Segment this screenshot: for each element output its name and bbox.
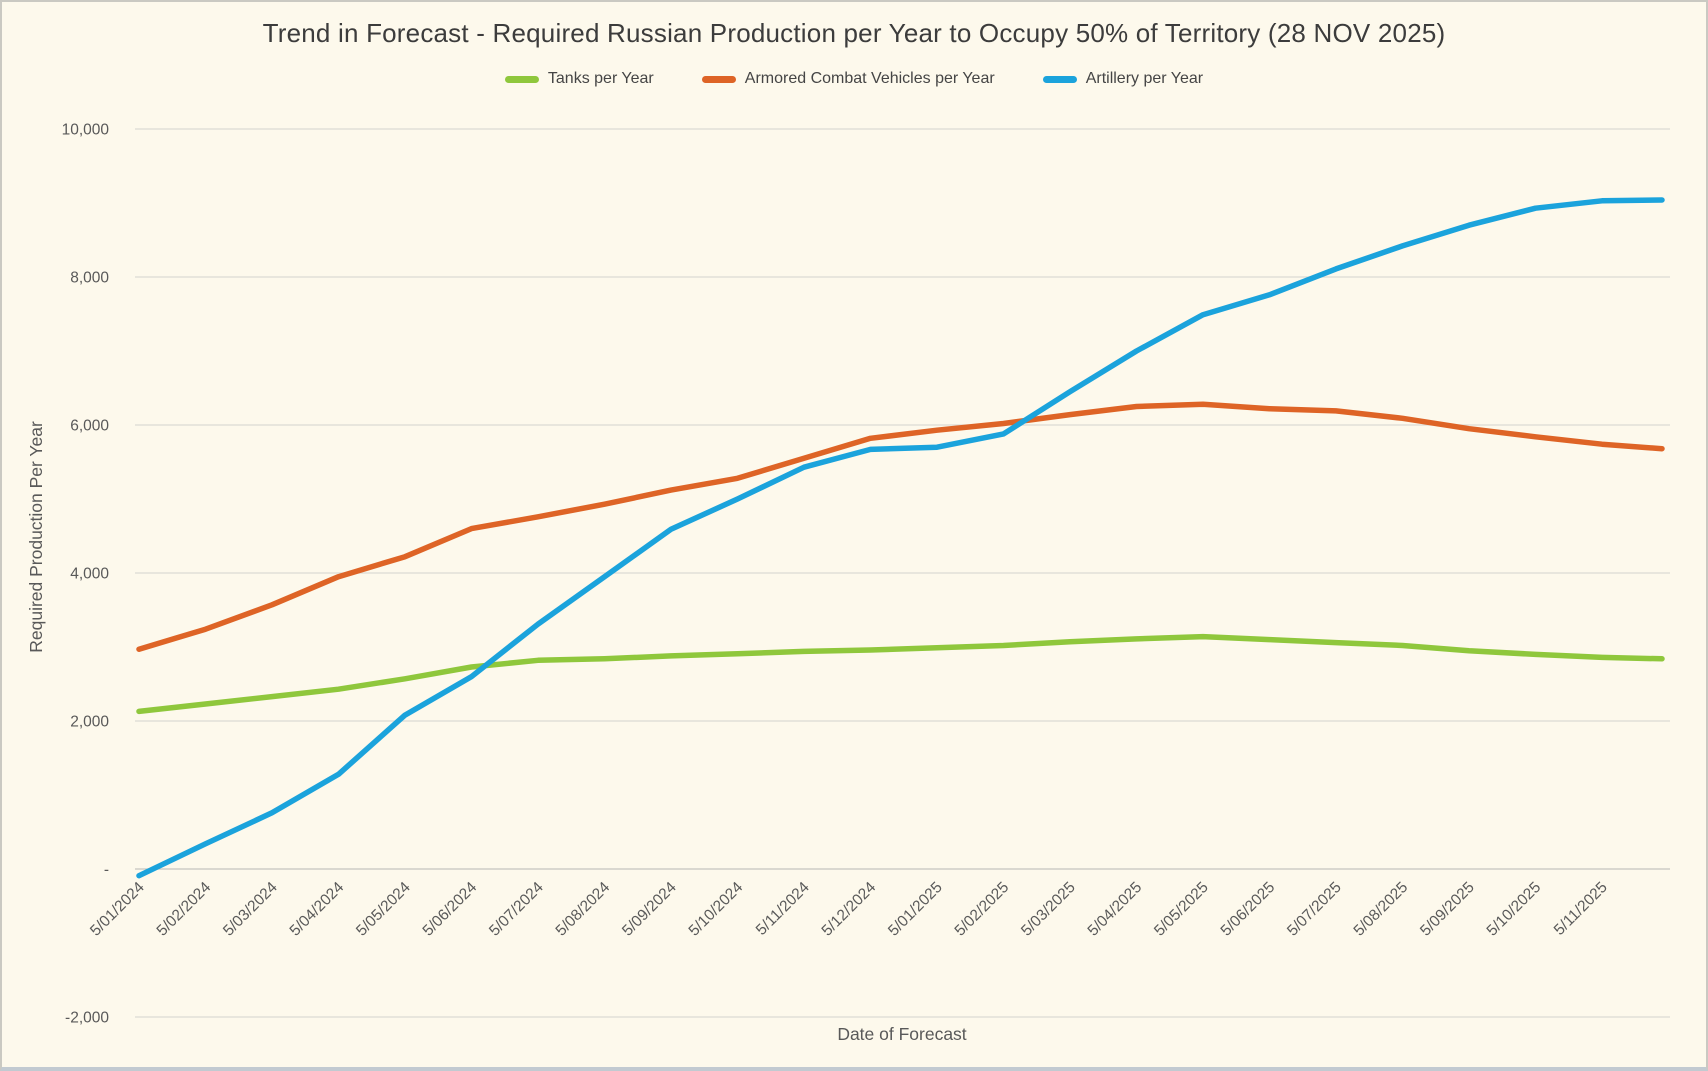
x-tick-label: 5/01/2024 <box>87 879 148 940</box>
x-tick-label: 5/08/2024 <box>553 879 614 940</box>
x-tick-label: 5/09/2024 <box>619 879 680 940</box>
legend-label-armored-combat-vehicles: Armored Combat Vehicles per Year <box>744 70 995 87</box>
y-tick-label: 2,000 <box>70 714 109 731</box>
legend-item-tanks: Tanks per Year <box>504 70 654 88</box>
x-tick-label: 5/05/2025 <box>1151 879 1212 940</box>
x-tick-label: 5/12/2024 <box>819 879 880 940</box>
legend-label-artillery: Artillery per Year <box>1085 70 1204 87</box>
y-tick-label: 4,000 <box>70 566 109 583</box>
legend-item-armored-combat-vehicles: Armored Combat Vehicles per Year <box>701 70 995 88</box>
chart-title: Trend in Forecast - Required Russian Pro… <box>262 18 1446 48</box>
x-tick-label: 5/11/2024 <box>753 879 813 939</box>
y-axis-title: Required Production Per Year <box>26 421 46 653</box>
x-tick-label: 5/10/2025 <box>1484 879 1545 940</box>
legend-swatch-artillery-icon <box>1042 75 1077 83</box>
legend: Tanks per Year Armored Combat Vehicles p… <box>2 70 1706 88</box>
x-tick-label: 5/04/2025 <box>1085 879 1146 940</box>
y-tick-label: 10,000 <box>62 122 110 139</box>
x-tick-label: 5/01/2025 <box>885 879 946 940</box>
x-tick-label: 5/11/2025 <box>1551 879 1611 939</box>
x-tick-label: 5/09/2025 <box>1417 879 1478 940</box>
x-tick-label: 5/06/2024 <box>420 879 481 940</box>
x-tick-label: 5/07/2024 <box>486 879 547 940</box>
x-axis-title: Date of Forecast <box>837 1024 966 1044</box>
x-tick-label: 5/02/2025 <box>952 879 1013 940</box>
x-tick-label: 5/03/2025 <box>1018 879 1079 940</box>
x-tick-label: 5/05/2024 <box>353 879 414 940</box>
x-tick-label: 5/03/2024 <box>220 879 281 940</box>
y-tick-label: 8,000 <box>70 270 109 287</box>
y-tick-label: - <box>104 862 109 879</box>
series-line-armored-combat-vehicles-per-year <box>136 401 1665 652</box>
y-tick-label: 6,000 <box>70 418 109 435</box>
x-tick-label: 5/08/2025 <box>1351 879 1412 940</box>
x-tick-label: 5/02/2024 <box>154 879 215 940</box>
x-tick-label: 5/10/2024 <box>686 879 747 940</box>
y-tick-label: -2,000 <box>65 1010 109 1027</box>
legend-item-artillery: Artillery per Year <box>1042 70 1204 88</box>
series-line-artillery-per-year <box>136 197 1665 879</box>
legend-swatch-armored-combat-vehicles-icon <box>701 75 736 83</box>
x-tick-label: 5/04/2024 <box>287 879 348 940</box>
legend-label-tanks: Tanks per Year <box>547 70 654 87</box>
x-tick-label: 5/06/2025 <box>1218 879 1279 940</box>
legend-swatch-tanks-icon <box>504 75 539 83</box>
series-line-tanks-per-year <box>136 633 1665 715</box>
x-tick-label: 5/07/2025 <box>1284 879 1345 940</box>
